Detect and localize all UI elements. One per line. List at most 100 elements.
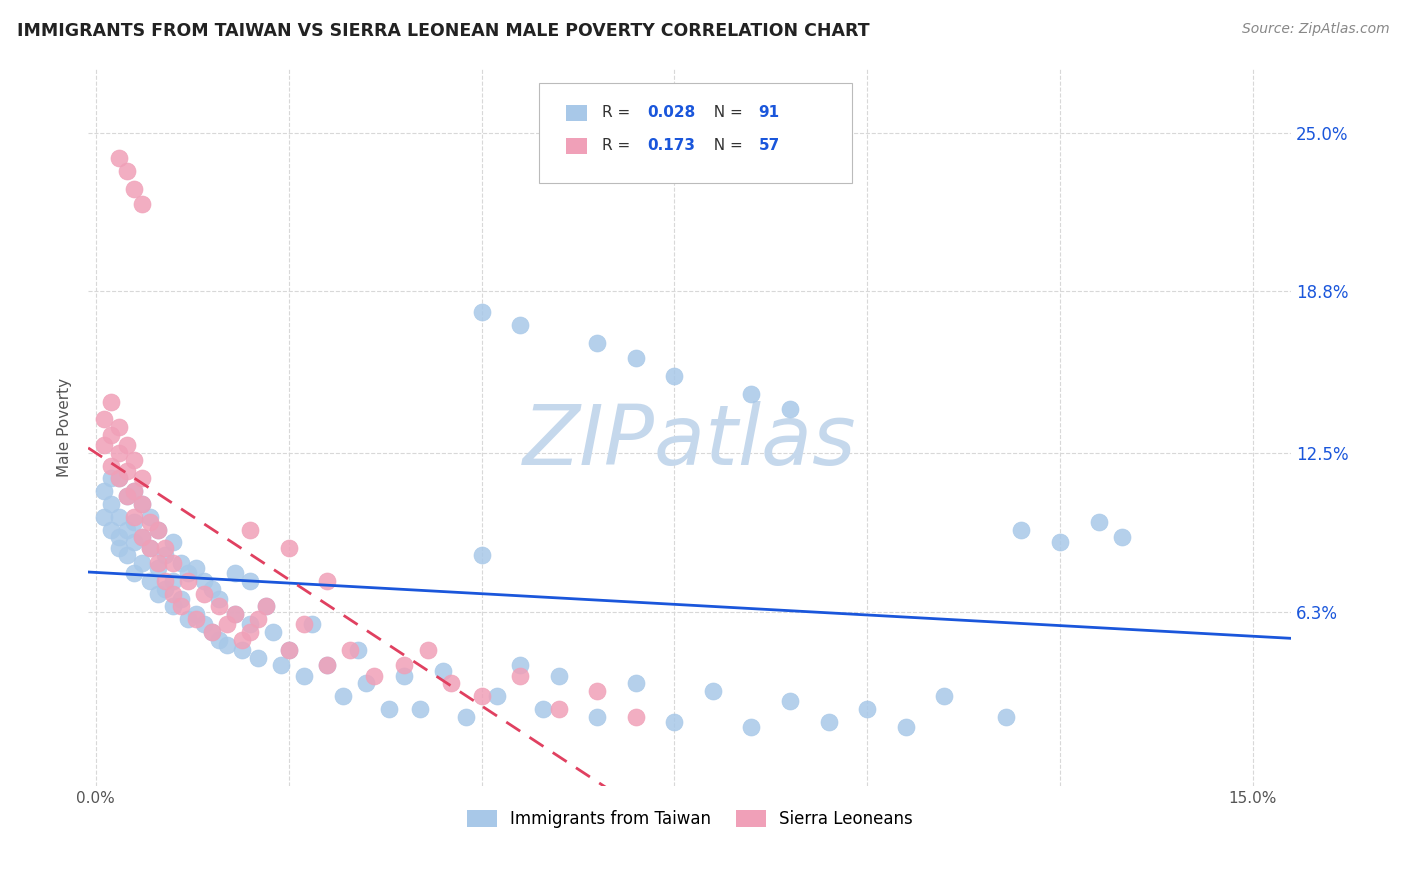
Point — [131, 497, 153, 511]
Point — [239, 617, 262, 632]
Point — [363, 668, 385, 682]
Point — [509, 658, 531, 673]
Point — [231, 643, 253, 657]
Point — [108, 509, 131, 524]
Point — [139, 509, 162, 524]
Point — [531, 702, 554, 716]
Point — [131, 197, 153, 211]
Point — [509, 668, 531, 682]
Point — [115, 464, 138, 478]
Point — [277, 643, 299, 657]
Legend: Immigrants from Taiwan, Sierra Leoneans: Immigrants from Taiwan, Sierra Leoneans — [460, 804, 920, 835]
Point — [409, 702, 432, 716]
Point — [124, 484, 146, 499]
Point — [177, 574, 200, 588]
Point — [115, 489, 138, 503]
Point — [108, 471, 131, 485]
Point — [262, 625, 284, 640]
Point — [146, 587, 169, 601]
Point — [193, 574, 215, 588]
Point — [184, 561, 207, 575]
Point — [470, 689, 492, 703]
Point — [155, 582, 177, 596]
Text: IMMIGRANTS FROM TAIWAN VS SIERRA LEONEAN MALE POVERTY CORRELATION CHART: IMMIGRANTS FROM TAIWAN VS SIERRA LEONEAN… — [17, 22, 869, 40]
Point — [108, 530, 131, 544]
Point — [139, 515, 162, 529]
Point — [292, 668, 315, 682]
Point — [1049, 535, 1071, 549]
Point — [354, 676, 377, 690]
Point — [139, 574, 162, 588]
Point — [208, 599, 231, 614]
Point — [115, 489, 138, 503]
Point — [740, 720, 762, 734]
Point — [740, 387, 762, 401]
Point — [124, 509, 146, 524]
Point — [254, 599, 277, 614]
FancyBboxPatch shape — [565, 138, 586, 154]
Point — [155, 548, 177, 562]
Point — [193, 617, 215, 632]
Point — [292, 617, 315, 632]
Point — [131, 530, 153, 544]
Point — [108, 151, 131, 165]
Point — [664, 368, 686, 383]
Point — [184, 612, 207, 626]
Point — [454, 709, 477, 723]
Point — [1010, 523, 1032, 537]
Point — [239, 523, 262, 537]
Point — [224, 607, 246, 622]
Point — [155, 574, 177, 588]
Text: Source: ZipAtlas.com: Source: ZipAtlas.com — [1241, 22, 1389, 37]
Point — [440, 676, 463, 690]
Point — [146, 523, 169, 537]
Point — [93, 438, 115, 452]
Point — [131, 556, 153, 570]
Point — [93, 412, 115, 426]
Point — [124, 182, 146, 196]
Point — [139, 541, 162, 555]
Point — [485, 689, 508, 703]
Point — [115, 548, 138, 562]
Point — [934, 689, 956, 703]
Point — [215, 638, 238, 652]
Point — [779, 694, 801, 708]
Point — [339, 643, 361, 657]
Point — [193, 587, 215, 601]
Point — [779, 402, 801, 417]
Point — [146, 556, 169, 570]
Point — [170, 599, 193, 614]
Point — [224, 566, 246, 581]
Point — [432, 664, 454, 678]
Point — [184, 607, 207, 622]
Point — [155, 541, 177, 555]
Point — [332, 689, 354, 703]
Point — [177, 566, 200, 581]
Point — [316, 574, 339, 588]
Point — [93, 484, 115, 499]
Point — [277, 643, 299, 657]
Point — [246, 650, 269, 665]
Point — [100, 497, 122, 511]
Text: 57: 57 — [758, 138, 779, 153]
Text: 0.028: 0.028 — [648, 105, 696, 120]
Point — [664, 714, 686, 729]
Point — [856, 702, 879, 716]
Point — [131, 530, 153, 544]
Point — [246, 612, 269, 626]
Point — [100, 471, 122, 485]
Point — [270, 658, 292, 673]
Point — [100, 427, 122, 442]
Point — [547, 702, 569, 716]
Point — [208, 591, 231, 606]
Point — [208, 632, 231, 647]
Point — [1087, 515, 1109, 529]
Point — [347, 643, 370, 657]
FancyBboxPatch shape — [565, 105, 586, 121]
FancyBboxPatch shape — [540, 83, 852, 183]
Point — [131, 471, 153, 485]
Point — [139, 541, 162, 555]
Point — [586, 335, 609, 350]
Point — [124, 453, 146, 467]
Point — [316, 658, 339, 673]
